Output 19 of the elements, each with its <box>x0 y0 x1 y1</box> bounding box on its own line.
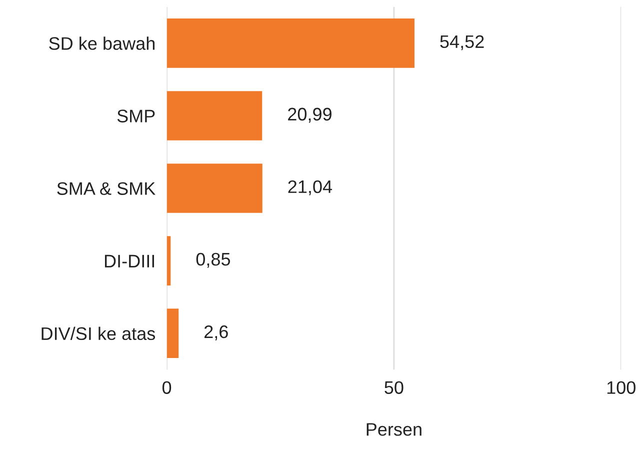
data-label: 20,99 <box>288 108 332 123</box>
y-tick-label: DIV/SI ke atas <box>42 326 156 340</box>
data-label: 21,04 <box>288 180 332 196</box>
bar <box>166 18 414 68</box>
data-label: 2,6 <box>204 325 228 340</box>
y-tick-label: SD ke bawah <box>49 36 154 50</box>
data-label: 0,85 <box>196 252 230 268</box>
y-tick-label: DI-DIII <box>104 254 154 268</box>
x-axis-title: Persen <box>366 423 422 436</box>
x-tick-label: 0 <box>162 381 172 394</box>
bar <box>166 164 262 213</box>
bar <box>166 91 262 140</box>
y-tick-label: SMA & SMK <box>57 182 156 195</box>
x-tick-label: 100 <box>607 381 636 394</box>
bar <box>166 236 171 286</box>
data-label: 54,52 <box>440 35 484 50</box>
x-tick-label: 50 <box>384 381 404 394</box>
bar <box>166 308 179 358</box>
y-tick-label: SMP <box>117 110 155 122</box>
